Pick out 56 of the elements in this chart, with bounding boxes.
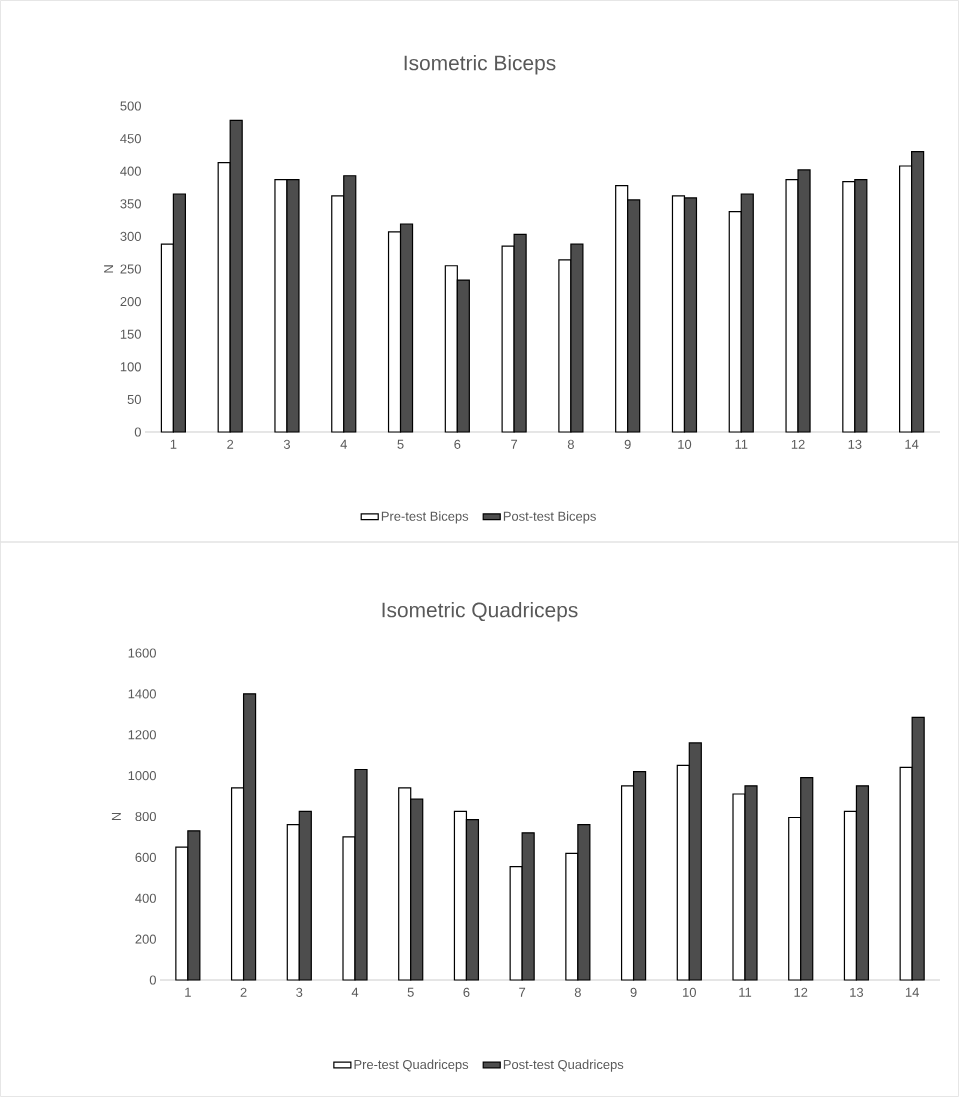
legend-label: Post-test Quadriceps [503, 1059, 624, 1072]
y-tick-label: 100 [120, 362, 141, 372]
x-tick-label: 2 [240, 987, 247, 997]
y-tick-label: 400 [120, 166, 141, 176]
chart-title: Isometric Biceps [404, 55, 556, 75]
y-tick-label: 0 [149, 975, 156, 985]
y-tick-label: 400 [135, 893, 156, 903]
x-tick-label: 14 [905, 439, 919, 449]
legend-label: Pre-test Quadriceps [354, 1059, 469, 1072]
x-tick-label: 14 [905, 987, 919, 997]
y-tick-label: 1600 [128, 648, 156, 658]
x-tick-label: 4 [340, 439, 347, 449]
x-tick-label: 1 [170, 439, 177, 449]
x-tick-label: 9 [630, 987, 637, 997]
y-axis-title: N [111, 812, 121, 821]
x-tick-label: 11 [735, 439, 748, 449]
y-tick-label: 600 [135, 852, 156, 862]
y-tick-label: 800 [135, 811, 156, 822]
x-tick-label: 11 [739, 987, 752, 997]
y-tick-label: 500 [120, 101, 141, 111]
y-tick-label: 0 [134, 427, 141, 437]
y-tick-label: 200 [135, 934, 156, 944]
x-tick-label: 13 [850, 987, 864, 997]
legend-label: Post-test Biceps [503, 511, 596, 524]
y-tick-label: 50 [127, 394, 141, 404]
x-tick-label: 6 [463, 987, 470, 997]
y-tick-label: 150 [120, 329, 141, 339]
x-tick-label: 7 [519, 987, 526, 997]
y-tick-label: 1400 [128, 689, 156, 699]
y-tick-label: 300 [120, 231, 141, 241]
y-tick-label: 1200 [128, 730, 156, 740]
x-tick-label: 12 [794, 987, 808, 997]
x-tick-label: 10 [678, 439, 692, 449]
y-tick-label: 450 [120, 134, 141, 144]
x-tick-label: 1 [185, 987, 191, 997]
x-tick-label: 8 [574, 987, 581, 997]
y-tick-label: 250 [120, 264, 141, 274]
x-tick-label: 3 [296, 987, 303, 997]
x-tick-label: 12 [791, 439, 805, 449]
x-tick-label: 6 [454, 439, 461, 449]
y-axis-title: N [104, 265, 114, 273]
x-tick-label: 2 [227, 439, 234, 449]
x-tick-label: 9 [624, 439, 631, 449]
x-tick-label: 5 [397, 439, 404, 449]
y-tick-label: 200 [120, 297, 141, 307]
x-tick-label: 8 [567, 439, 574, 449]
x-tick-label: 7 [511, 439, 518, 449]
x-tick-label: 3 [283, 439, 291, 449]
x-tick-label: 13 [848, 439, 862, 449]
x-tick-label: 10 [683, 987, 696, 997]
x-tick-label: 4 [351, 987, 359, 997]
x-tick-label: 5 [407, 987, 414, 997]
legend-label: Pre-test Biceps [381, 511, 469, 524]
y-tick-label: 350 [120, 199, 141, 209]
chart-title: Isometric Quadriceps [382, 602, 578, 622]
y-tick-label: 1000 [128, 771, 156, 781]
